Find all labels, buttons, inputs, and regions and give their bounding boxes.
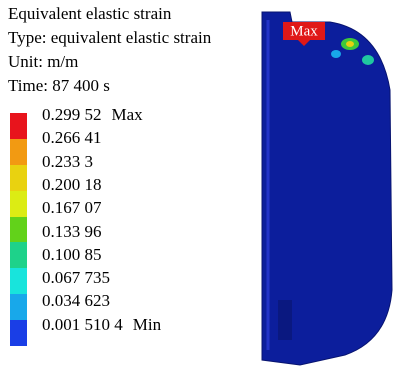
hotspot: [362, 55, 374, 65]
page: Equivalent elastic strain Type: equivale…: [0, 0, 395, 374]
hotspot: [346, 41, 354, 47]
model-view: Max: [0, 0, 395, 374]
hotspot: [331, 50, 341, 58]
model-slot: [278, 300, 292, 340]
max-label: Max: [290, 23, 318, 39]
